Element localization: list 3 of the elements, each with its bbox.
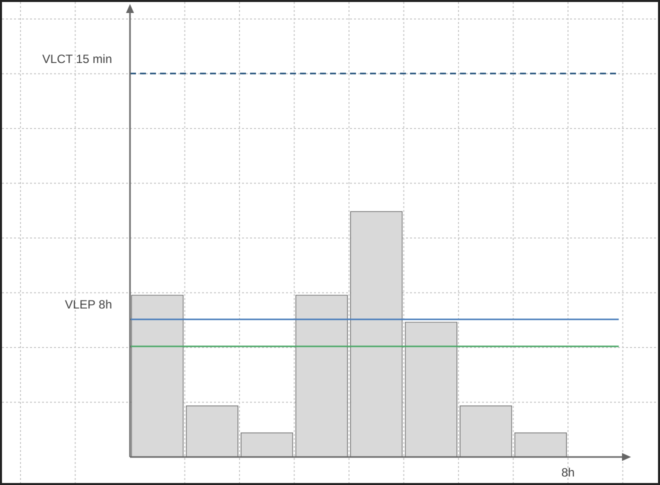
x-axis-title: 8h <box>561 465 575 480</box>
ref-line-label: VLCT 15 min <box>42 52 112 66</box>
ref-line-label: VLEP 8h <box>64 298 112 312</box>
